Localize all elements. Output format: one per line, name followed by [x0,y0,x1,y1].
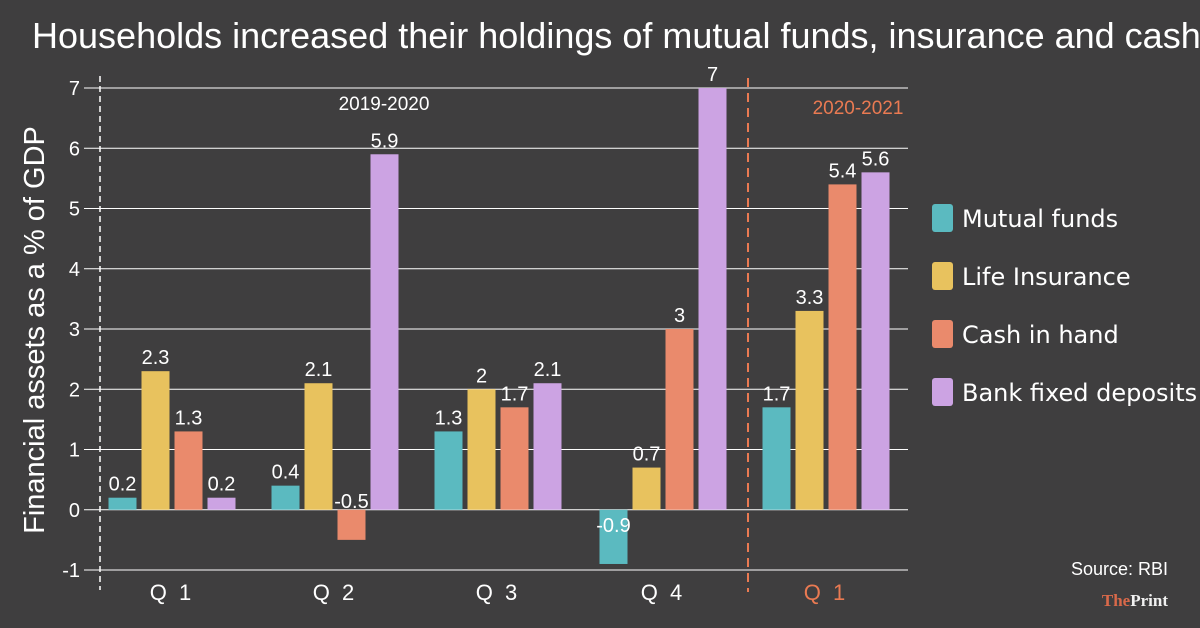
data-label: -0.5 [334,491,368,513]
data-label: 0.2 [109,474,137,496]
bar [174,431,203,510]
y-tick-label: 5 [69,199,80,221]
data-label: 0.2 [208,474,236,496]
bar [304,383,333,510]
legend-entry: Mutual funds [962,205,1118,233]
legend-swatch [932,204,953,232]
data-label: 3.3 [796,287,824,309]
source-note: Source: RBI [1071,559,1168,579]
data-label: 7 [707,64,718,86]
y-tick-label: 2 [69,379,80,401]
legend: Mutual funds Life Insurance Cash in hand Ba… [932,204,1197,407]
bar [599,509,628,564]
period-label-highlight: 2020-2021 [813,98,904,119]
bar [698,88,727,510]
y-tick-label: -1 [62,560,80,582]
data-label: 5.9 [371,130,399,152]
bar [337,509,366,540]
plot-area: -1 0 1 2 3 4 5 6 7 Financial assets as a % of GDP… [19,64,908,605]
x-tick-label: Q 2 [313,580,357,605]
brand-logo-part-2: Print [1130,591,1168,610]
period-label: 2019-2020 [339,94,430,115]
bar [632,467,661,510]
y-tick-label: 4 [69,259,80,281]
data-label: -0.9 [596,515,630,537]
legend-entry: Bank fixed deposits [962,379,1197,407]
legend-swatch [932,262,953,290]
bar [141,371,170,510]
x-tick-label: Q 1 [804,580,848,605]
bar [500,407,529,510]
bar [795,310,824,510]
legend-swatch [932,320,953,348]
data-label: 0.4 [272,462,300,484]
legend-swatch [932,378,953,406]
x-tick-label: Q 1 [150,580,194,605]
bar [370,154,399,510]
chart-title: Households increased their holdings of m… [32,15,1200,56]
brand-logo: ThePrint [1102,591,1168,610]
y-tick-label: 3 [69,319,80,341]
bar [271,485,300,510]
data-label: 0.7 [633,444,661,466]
data-label: 2.1 [305,359,333,381]
y-tick-label: 1 [69,440,80,462]
bar [434,431,463,510]
x-tick-label: Q 3 [476,580,520,605]
data-label: 2.3 [142,347,170,369]
data-label: 1.7 [763,383,791,405]
data-label: 1.3 [175,407,203,429]
data-label: 2.1 [534,359,562,381]
bar [207,497,236,510]
data-label: 5.6 [862,148,890,170]
y-axis-label: Financial assets as a % of GDP [19,126,51,534]
bar [861,172,890,510]
data-label: 1.3 [435,407,463,429]
data-label: 3 [674,305,685,327]
x-tick-label: Q 4 [641,580,685,605]
y-tick-label: 7 [69,78,80,100]
y-tick-label: 6 [69,138,80,160]
y-tick-label: 0 [69,500,80,522]
legend-entry: Cash in hand [962,321,1119,349]
bar [533,383,562,510]
data-label: 2 [476,365,487,387]
brand-logo-part-1: The [1102,591,1131,610]
data-label: 1.7 [501,383,529,405]
bar [828,184,857,510]
bar [762,407,791,510]
bar [108,497,137,510]
data-label: 5.4 [829,160,857,182]
bar [665,329,694,510]
bar [467,389,496,510]
legend-entry: Life Insurance [962,263,1131,291]
